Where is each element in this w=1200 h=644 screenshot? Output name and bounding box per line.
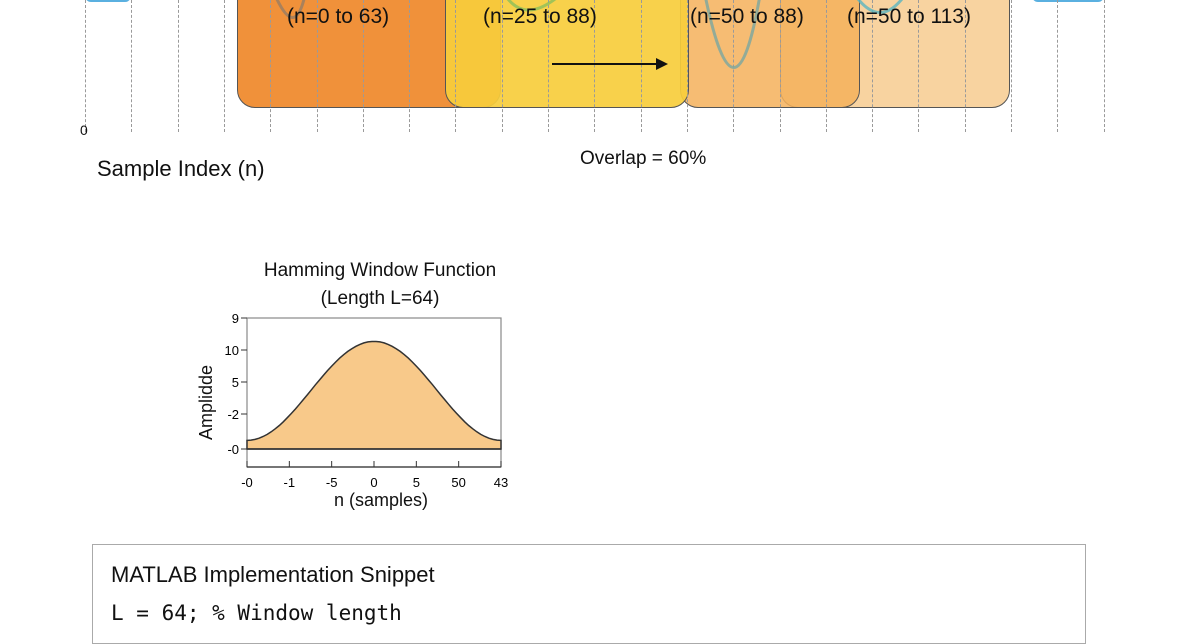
y-axis-label: Amplidde [196, 364, 216, 440]
x-tick-label: -1 [284, 475, 296, 490]
code-line-1: L = 64; % Window length [111, 601, 402, 625]
grid-dash-line [918, 0, 920, 132]
window-label-3: (n=50 to 88) [690, 5, 804, 28]
grid-dash-line [548, 0, 549, 132]
y-tick-label: 10 [225, 343, 239, 358]
grid-dash-line [964, 0, 966, 132]
chart-svg: 9 10 5 -2 -0 -0 -1 -5 0 5 50 43 [225, 311, 509, 490]
window-curve-2 [507, 0, 557, 12]
grid-dash-line [223, 0, 225, 132]
x-axis-label: n (samples) [333, 490, 429, 510]
hamming-area [246, 340, 502, 450]
grid-dash-line [85, 0, 86, 132]
grid-dash-line [640, 0, 642, 132]
x-tick-label: -5 [326, 475, 338, 490]
grid-dash-line [1103, 0, 1105, 132]
snippet-title: MATLAB Implementation Snippet [111, 562, 435, 587]
grid-dash-line [177, 0, 179, 132]
window-label-2: (n=25 to 88) [483, 5, 597, 28]
y-tick-label: 5 [232, 375, 239, 390]
x-tick-label: 43 [494, 475, 508, 490]
grid-dash-line [825, 0, 827, 132]
grid-dash-line [455, 0, 457, 132]
grid-dash-line [362, 0, 364, 132]
grid-dash-line [779, 0, 781, 132]
window-curve-1 [275, 0, 306, 19]
axis-start-label: 0 [80, 122, 88, 138]
blue-marker-left [85, 0, 131, 2]
window-curve-4 [857, 0, 903, 14]
grid-dash-line [686, 0, 688, 132]
grid-dash-line [270, 0, 272, 132]
y-tick-label: -2 [227, 407, 239, 422]
x-tick-label: 5 [413, 475, 420, 490]
blue-marker-right [1032, 0, 1104, 2]
x-tick-label: -0 [241, 475, 253, 490]
window-label-4: (n=50 to 113) [847, 5, 971, 28]
window-curve-3 [704, 0, 761, 69]
overlap-label: Overlap = 60% [580, 148, 707, 169]
grid-dash-line [409, 0, 411, 132]
arrow-head [656, 58, 668, 70]
grid-dash-line [501, 0, 503, 132]
y-tick-label: 9 [232, 311, 239, 326]
grid-dash-line [316, 0, 318, 132]
grid-dash-line [131, 0, 133, 132]
y-tick-label: -0 [227, 442, 239, 457]
grid-dash-line [1057, 0, 1059, 132]
chart-title: Hamming Window Function [263, 260, 497, 281]
axis-label: Sample Index (n) [97, 156, 265, 181]
code-snippet-panel: MATLAB Implementation Snippet L = 64; % … [92, 544, 1086, 644]
x-tick-label: 0 [370, 475, 377, 490]
window-curves [275, 0, 903, 70]
x-tick-label: 50 [451, 475, 465, 490]
window-label-1: (n=0 to 63) [287, 5, 390, 28]
grid-dash-line [872, 0, 874, 132]
chart-subtitle: (Length L=64) [320, 288, 440, 309]
window-frame-2 [445, 0, 689, 108]
grid-dash-line [594, 0, 596, 132]
grid-dash-line [1011, 0, 1012, 132]
